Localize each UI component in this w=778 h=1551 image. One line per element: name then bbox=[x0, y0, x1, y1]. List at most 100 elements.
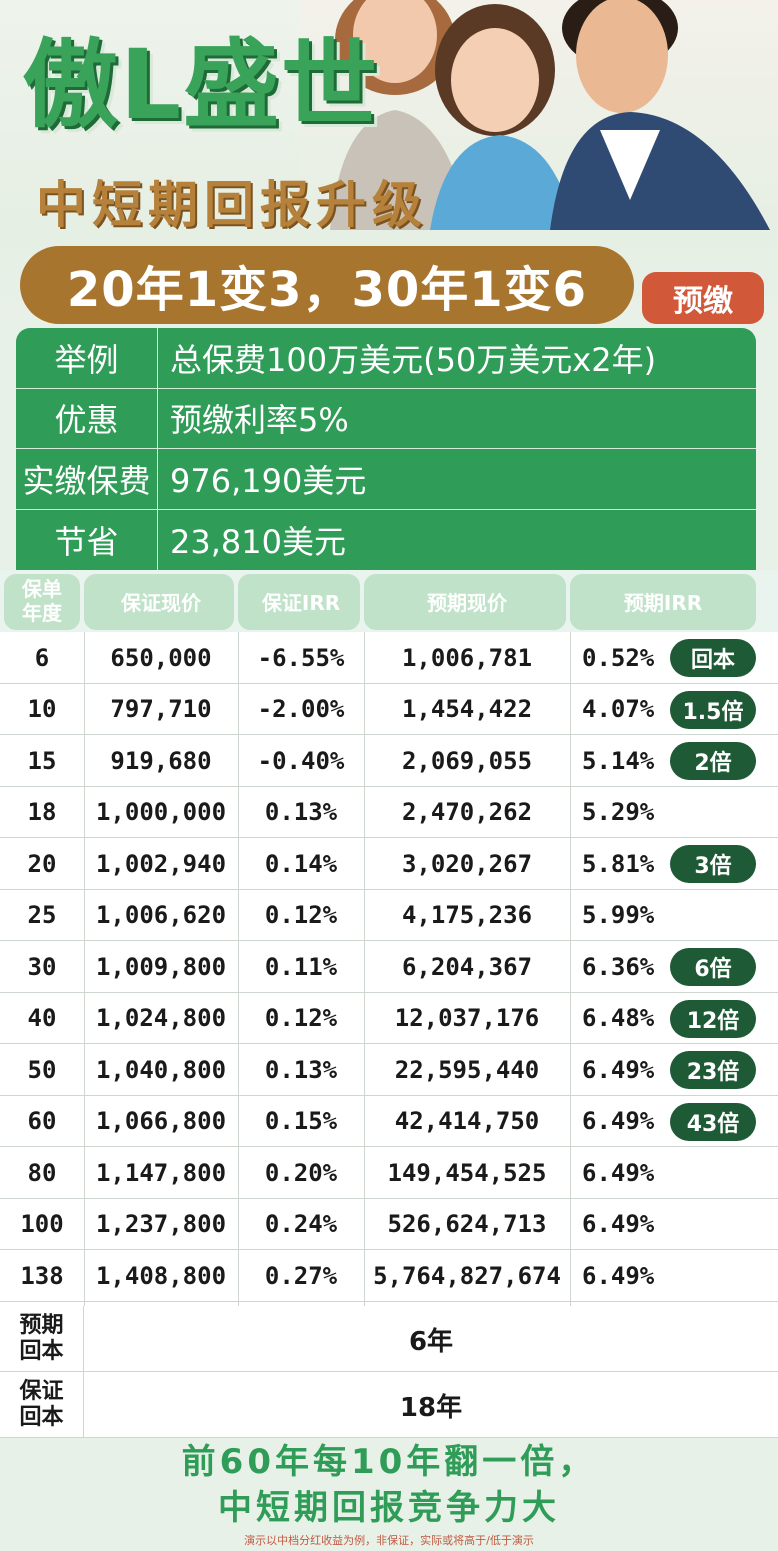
table-row: 15 919,680 -0.40% 2,069,055 5.14% 2倍 bbox=[0, 735, 778, 787]
summary-row: 保证回本 18年 bbox=[0, 1372, 778, 1438]
family-photo bbox=[300, 0, 778, 230]
multiple-badge: 23倍 bbox=[670, 1051, 756, 1089]
cell-expected-value: 22,595,440 bbox=[394, 1055, 540, 1084]
cell-guaranteed-irr: 0.12% bbox=[264, 901, 338, 930]
header-expected-irr: 预期IRR bbox=[623, 590, 703, 615]
table-row: 60 1,066,800 0.15% 42,414,750 6.49% 43倍 bbox=[0, 1096, 778, 1147]
summary: 预期回本 6年 保证回本 18年 bbox=[0, 1306, 778, 1438]
table-row: 18 1,000,000 0.13% 2,470,262 5.29% bbox=[0, 787, 778, 838]
cell-year: 40 bbox=[27, 1004, 57, 1033]
info-row: 优惠 预缴利率5% bbox=[16, 388, 756, 449]
cell-expected-value: 12,037,176 bbox=[394, 1004, 540, 1033]
cell-guaranteed-irr: 0.24% bbox=[264, 1210, 338, 1239]
cell-year: 18 bbox=[27, 798, 57, 827]
cell-guaranteed-irr: 0.14% bbox=[264, 849, 338, 878]
multiple-badge: 2倍 bbox=[670, 742, 756, 780]
cell-year: 60 bbox=[27, 1107, 57, 1136]
cell-expected-value: 4,175,236 bbox=[401, 901, 533, 930]
cell-guaranteed-value: 650,000 bbox=[110, 643, 212, 672]
multiple-badge: 3倍 bbox=[670, 845, 756, 883]
cell-guaranteed-irr: 0.13% bbox=[264, 1055, 338, 1084]
cell-expected-value: 1,454,422 bbox=[401, 695, 533, 724]
header-guaranteed-value: 保证现价 bbox=[121, 590, 201, 615]
cell-guaranteed-irr: 0.15% bbox=[264, 1107, 338, 1136]
cell-expected-irr: 6.49% bbox=[582, 1158, 655, 1187]
table-row: 25 1,006,620 0.12% 4,175,236 5.99% bbox=[0, 890, 778, 941]
multiple-badge: 回本 bbox=[670, 639, 756, 677]
cell-guaranteed-irr: 0.27% bbox=[264, 1261, 338, 1290]
info-value: 976,190美元 bbox=[170, 461, 367, 500]
info-value: 总保费100万美元(50万美元x2年) bbox=[170, 340, 657, 379]
info-key: 节省 bbox=[16, 509, 158, 570]
info-key: 优惠 bbox=[16, 388, 158, 448]
cell-guaranteed-irr: -6.55% bbox=[257, 643, 345, 672]
cell-guaranteed-irr: 0.11% bbox=[264, 952, 338, 981]
summary-value: 18年 bbox=[399, 1392, 463, 1423]
multiple-badge: 1.5倍 bbox=[670, 690, 756, 729]
cell-expected-irr: 6.49% bbox=[582, 1261, 655, 1290]
disclaimer: 演示以中档分红收益为例，非保证，实际或将高于/低于演示 bbox=[244, 1534, 534, 1547]
cell-expected-irr: 5.29% bbox=[582, 798, 655, 827]
info-row: 节省 23,810美元 bbox=[16, 509, 756, 570]
cell-expected-irr: 6.49% bbox=[582, 1107, 655, 1136]
header-guaranteed-irr: 保证IRR bbox=[261, 590, 341, 615]
table-row: 30 1,009,800 0.11% 6,204,367 6.36% 6倍 bbox=[0, 941, 778, 993]
info-row: 实缴保费 976,190美元 bbox=[16, 449, 756, 510]
cell-guaranteed-value: 797,710 bbox=[110, 695, 212, 724]
cell-guaranteed-value: 1,147,800 bbox=[95, 1158, 227, 1187]
table-row: 50 1,040,800 0.13% 22,595,440 6.49% 23倍 bbox=[0, 1044, 778, 1096]
cell-guaranteed-value: 1,006,620 bbox=[95, 901, 227, 930]
cell-expected-irr: 6.36% bbox=[582, 952, 655, 981]
cell-year: 25 bbox=[27, 901, 57, 930]
info-panel: 举例 总保费100万美元(50万美元x2年) 优惠 预缴利率5% 实缴保费 97… bbox=[16, 328, 756, 570]
page-subtitle: 中短期回报升级 bbox=[36, 176, 428, 234]
cell-year: 30 bbox=[27, 952, 57, 981]
slogan-line-2: 中短期回报竞争力大 bbox=[218, 1488, 560, 1528]
table-row: 80 1,147,800 0.20% 149,454,525 6.49% bbox=[0, 1147, 778, 1199]
cell-guaranteed-irr: -0.40% bbox=[257, 746, 345, 775]
summary-row: 预期回本 6年 bbox=[0, 1306, 778, 1372]
value-table: 保单 年度 保证现价 保证IRR 预期现价 预期IRR 6 650,000 -6.5… bbox=[0, 570, 778, 1438]
cell-year: 20 bbox=[27, 849, 57, 878]
cell-expected-value: 2,470,262 bbox=[401, 798, 533, 827]
cell-expected-irr: 5.14% bbox=[582, 746, 655, 775]
cell-expected-value: 526,624,713 bbox=[387, 1210, 547, 1239]
hero-banner: 傲L盛世 中短期回报升级 20年1变3，30年1变6 预缴 bbox=[0, 0, 778, 330]
cell-guaranteed-value: 1,009,800 bbox=[95, 952, 227, 981]
table-row: 10 797,710 -2.00% 1,454,422 4.07% 1.5倍 bbox=[0, 684, 778, 735]
page-title: 傲L盛世 bbox=[22, 29, 380, 141]
cell-guaranteed-value: 1,066,800 bbox=[95, 1107, 227, 1136]
info-value: 预缴利率5% bbox=[170, 401, 349, 440]
info-key: 举例 bbox=[16, 328, 158, 388]
footer: 前60年每10年翻一倍， 中短期回报竞争力大 演示以中档分红收益为例，非保证，实… bbox=[0, 1438, 778, 1551]
cell-guaranteed-value: 1,237,800 bbox=[95, 1210, 227, 1239]
multiple-badge: 43倍 bbox=[670, 1102, 756, 1141]
multiple-badge: 12倍 bbox=[670, 999, 756, 1038]
cell-guaranteed-value: 1,024,800 bbox=[95, 1004, 227, 1033]
cell-guaranteed-value: 1,040,800 bbox=[95, 1055, 227, 1084]
cell-year: 6 bbox=[34, 643, 50, 672]
prepay-badge: 预缴 bbox=[642, 272, 764, 324]
cell-year: 80 bbox=[27, 1158, 57, 1187]
table-body: 6 650,000 -6.55% 1,006,781 0.52% 回本 10 797,710 -… bbox=[0, 632, 778, 1302]
table-row: 138 1,408,800 0.27% 5,764,827,674 6.49% bbox=[0, 1250, 778, 1302]
cell-expected-value: 42,414,750 bbox=[394, 1107, 540, 1136]
cell-expected-irr: 5.99% bbox=[582, 901, 655, 930]
cell-year: 100 bbox=[20, 1210, 64, 1239]
cell-guaranteed-irr: 0.12% bbox=[264, 1004, 338, 1033]
cell-expected-value: 149,454,525 bbox=[387, 1158, 547, 1187]
header-expected-value: 预期现价 bbox=[427, 590, 507, 615]
cell-guaranteed-irr: -2.00% bbox=[257, 695, 345, 724]
multiple-badge: 6倍 bbox=[670, 948, 756, 986]
summary-key: 保证回本 bbox=[0, 1372, 84, 1438]
cell-guaranteed-value: 919,680 bbox=[110, 746, 212, 775]
table-row: 20 1,002,940 0.14% 3,020,267 5.81% 3倍 bbox=[0, 838, 778, 890]
cell-expected-value: 2,069,055 bbox=[401, 746, 533, 775]
cell-expected-value: 5,764,827,674 bbox=[373, 1261, 561, 1290]
info-key: 实缴保费 bbox=[16, 449, 158, 509]
table-header: 保单 年度 保证现价 保证IRR 预期现价 预期IRR bbox=[0, 570, 778, 632]
summary-key: 预期回本 bbox=[0, 1306, 84, 1372]
header-year: 保单 年度 bbox=[22, 577, 62, 625]
cell-expected-irr: 4.07% bbox=[582, 695, 655, 724]
cell-expected-irr: 6.48% bbox=[582, 1004, 655, 1033]
